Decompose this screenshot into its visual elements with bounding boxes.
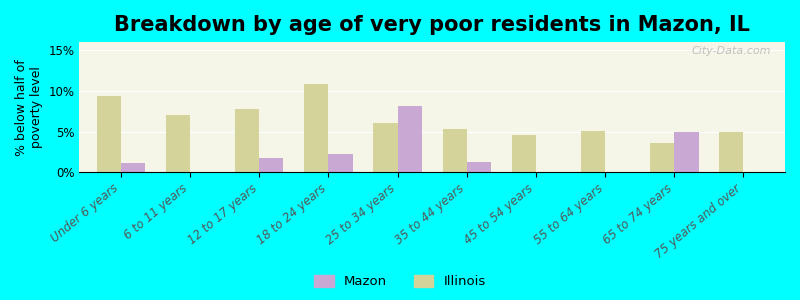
Bar (398, 106, 422, 172)
Title: Breakdown by age of very poor residents in Mazon, IL: Breakdown by age of very poor residents … (114, 15, 750, 35)
Bar (374, 124, 398, 172)
Bar (442, 129, 466, 172)
Bar (719, 132, 743, 172)
Bar (97, 96, 121, 172)
Bar (466, 162, 491, 172)
Bar (304, 84, 329, 172)
Bar (581, 131, 605, 172)
Bar (259, 158, 283, 172)
Text: City-Data.com: City-Data.com (691, 46, 771, 56)
Bar (121, 163, 145, 172)
Legend: Mazon, Illinois: Mazon, Illinois (309, 269, 491, 293)
Bar (512, 135, 536, 172)
Bar (235, 109, 259, 172)
Bar (166, 115, 190, 172)
Bar (674, 132, 698, 172)
Bar (329, 154, 353, 172)
Bar (650, 143, 674, 172)
Y-axis label: % below half of
poverty level: % below half of poverty level (15, 59, 43, 156)
